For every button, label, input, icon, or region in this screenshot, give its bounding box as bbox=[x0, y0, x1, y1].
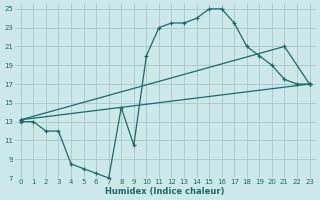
X-axis label: Humidex (Indice chaleur): Humidex (Indice chaleur) bbox=[106, 187, 225, 196]
